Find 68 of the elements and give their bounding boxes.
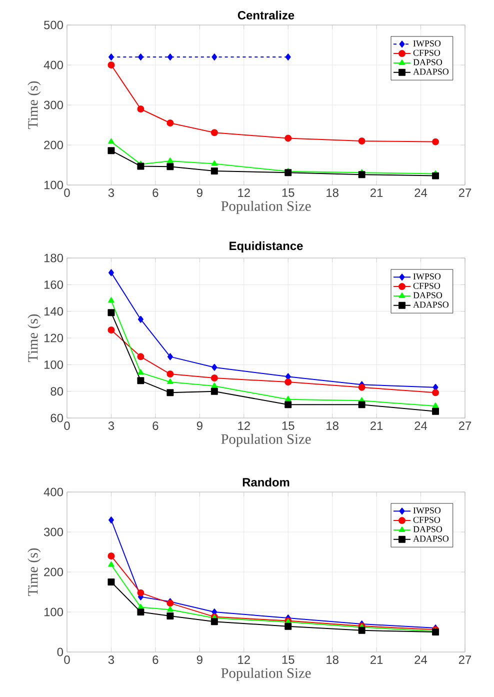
- x-tick-label: 21: [370, 188, 383, 197]
- y-tick-label: 60: [50, 414, 64, 422]
- y-tick-label: 300: [44, 100, 64, 110]
- y-tick-label: 100: [44, 180, 64, 190]
- x-tick-label: 9: [196, 188, 202, 197]
- x-tick-label: 18: [326, 656, 338, 664]
- x-tick-label: 24: [414, 656, 428, 664]
- y-tick-label: 0: [57, 648, 64, 656]
- y-tick-label: 160: [44, 280, 64, 289]
- x-tick-label: 18: [326, 188, 338, 197]
- x-tick-label: 0: [64, 656, 70, 664]
- x-tick-label: 24: [414, 422, 428, 430]
- x-tick-label: 3: [108, 422, 114, 430]
- x-tick-label: 18: [326, 422, 338, 430]
- x-tick-label: 21: [370, 422, 383, 430]
- legend-label: ADAPSO: [413, 68, 449, 75]
- x-tick-label: 27: [458, 188, 472, 197]
- y-tick-label: 200: [44, 140, 64, 150]
- x-axis-title: Population Size: [221, 200, 311, 214]
- y-tick-label: 300: [44, 528, 64, 536]
- y-tick-label: 100: [44, 360, 64, 369]
- y-tick-label: 400: [44, 60, 64, 70]
- y-tick-label: 80: [50, 387, 64, 396]
- legend-label: CFPSO: [413, 282, 440, 289]
- x-tick-label: 27: [458, 656, 472, 664]
- legend-label: CFPSO: [413, 516, 440, 523]
- legend-label: IWPSO: [413, 273, 441, 280]
- y-tick-label: 100: [44, 608, 64, 616]
- legend-label: DAPSO: [413, 526, 442, 532]
- x-tick-label: 0: [64, 422, 70, 430]
- x-tick-label: 15: [282, 656, 294, 664]
- chart-title: Equidistance: [230, 241, 303, 252]
- x-tick-label: 12: [238, 422, 250, 430]
- x-tick-label: 3: [108, 656, 114, 664]
- legend-label: ADAPSO: [413, 536, 449, 542]
- x-tick-label: 12: [238, 656, 250, 664]
- x-tick-label: 15: [282, 422, 294, 430]
- x-tick-label: 6: [152, 422, 158, 430]
- chart-title: Centralize: [238, 10, 294, 20]
- y-tick-label: 140: [44, 307, 64, 316]
- y-axis-title: Time (s): [28, 314, 41, 362]
- y-tick-label: 400: [44, 488, 64, 496]
- x-axis-title: Population Size: [221, 668, 311, 681]
- x-tick-label: 6: [152, 188, 158, 197]
- x-tick-label: 27: [458, 422, 472, 430]
- legend-label: DAPSO: [413, 292, 442, 298]
- x-tick-label: 24: [414, 188, 428, 197]
- legend-label: IWPSO: [413, 40, 441, 46]
- legend-label: IWPSO: [413, 507, 441, 514]
- x-tick-label: 9: [196, 656, 202, 664]
- x-axis-title: Population Size: [221, 434, 311, 447]
- x-tick-label: 0: [64, 188, 70, 197]
- y-tick-label: 180: [44, 254, 64, 262]
- y-axis-title: Time (s): [28, 548, 41, 596]
- x-tick-label: 3: [108, 188, 114, 197]
- legend-label: ADAPSO: [413, 302, 449, 308]
- y-tick-label: 500: [44, 20, 64, 30]
- y-tick-label: 200: [44, 568, 64, 576]
- x-tick-label: 21: [370, 656, 383, 664]
- y-axis-title: Time (s): [28, 81, 41, 129]
- x-tick-label: 6: [152, 656, 158, 664]
- legend-label: CFPSO: [413, 50, 440, 56]
- chart-title: Random: [242, 478, 290, 486]
- x-tick-label: 9: [196, 422, 202, 430]
- x-tick-label: 15: [282, 188, 294, 197]
- legend-label: DAPSO: [413, 59, 442, 66]
- y-tick-label: 120: [44, 334, 64, 342]
- x-tick-label: 12: [238, 188, 250, 197]
